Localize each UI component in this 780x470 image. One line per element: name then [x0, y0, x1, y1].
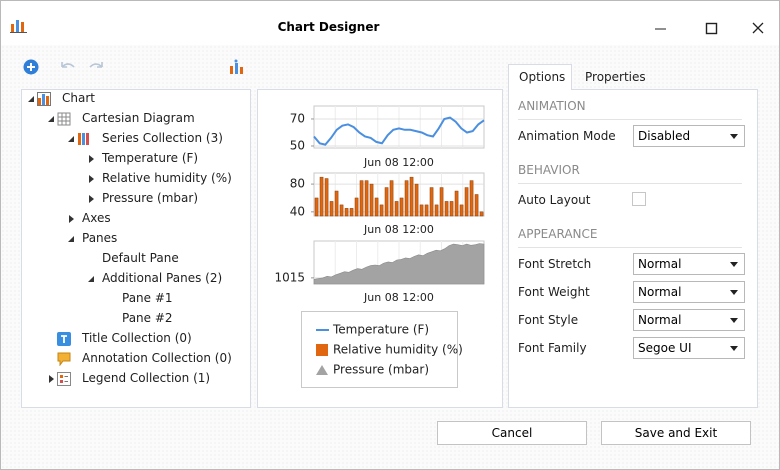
tree-expander[interactable]	[87, 154, 96, 164]
button[interactable]: Save and Exit	[601, 421, 751, 445]
section-title: APPEARANCE	[518, 227, 598, 241]
tree-item[interactable]: Additional Panes (2)	[102, 271, 223, 285]
tree-expander[interactable]	[87, 194, 96, 204]
tree-expander[interactable]	[67, 134, 76, 144]
tree-item[interactable]: Cartesian Diagram	[82, 111, 195, 125]
property-label: Font Stretch	[518, 257, 592, 271]
property-label: Font Family	[518, 341, 587, 355]
combo-box[interactable]: Normal	[633, 309, 745, 331]
section-rule	[518, 119, 742, 120]
toolbar[interactable]	[22, 58, 252, 78]
tab[interactable]: Options	[519, 70, 566, 84]
tree-item[interactable]: Temperature (F)	[102, 151, 199, 165]
tree-expander[interactable]	[87, 274, 96, 284]
legend-box	[301, 311, 458, 388]
tree-icon	[57, 112, 71, 126]
tree-icon	[57, 372, 71, 386]
tree-item[interactable]: Relative humidity (%)	[102, 171, 232, 185]
combo-box[interactable]: Normal	[633, 281, 745, 303]
tree-item[interactable]: Title Collection (0)	[82, 331, 192, 345]
tree-item[interactable]: Pane #2	[122, 311, 173, 325]
tab-selected	[508, 64, 572, 90]
tree-item[interactable]: Pressure (mbar)	[102, 191, 199, 205]
tree-item[interactable]: Legend Collection (1)	[82, 371, 211, 385]
tree-expander[interactable]	[47, 374, 56, 384]
tree-item[interactable]: Default Pane	[102, 251, 179, 265]
tree-expander[interactable]	[67, 234, 76, 244]
property-label: Animation Mode	[518, 129, 616, 143]
property-label: Font Weight	[518, 285, 590, 299]
section-rule	[518, 247, 742, 248]
tree-item[interactable]: Panes	[82, 231, 118, 245]
combo-arrow	[730, 290, 738, 295]
combo-box[interactable]: Segoe UI	[633, 337, 745, 359]
tree-icon	[37, 92, 51, 106]
button[interactable]: Cancel	[437, 421, 587, 445]
checkbox[interactable]	[632, 192, 646, 206]
section-rule	[518, 183, 742, 184]
title-bar	[1, 1, 779, 45]
tree-expander[interactable]	[87, 174, 96, 184]
tree-item[interactable]: Pane #1	[122, 291, 173, 305]
tree-expander[interactable]	[27, 94, 36, 104]
tree-item[interactable]: Chart	[62, 91, 95, 105]
combo-arrow	[730, 262, 738, 267]
property-label: Auto Layout	[518, 193, 591, 207]
section-title: BEHAVIOR	[518, 163, 580, 177]
tree-item[interactable]: Series Collection (3)	[102, 131, 223, 145]
tree-icon	[57, 332, 71, 346]
property-label: Font Style	[518, 313, 579, 327]
combo-arrow	[730, 318, 738, 323]
tree-expander[interactable]	[47, 114, 56, 124]
combo-arrow	[730, 346, 738, 351]
section-title: ANIMATION	[518, 99, 586, 113]
combo-box[interactable]: Normal	[633, 253, 745, 275]
tree-icon	[78, 133, 89, 145]
tree-icon	[57, 352, 71, 366]
combo-box[interactable]: Disabled	[633, 125, 745, 147]
combo-arrow	[730, 134, 738, 139]
tree-item[interactable]: Axes	[82, 211, 111, 225]
app-icon	[10, 20, 27, 33]
tree-item[interactable]: Annotation Collection (0)	[82, 351, 232, 365]
window-controls[interactable]	[649, 19, 769, 39]
tree-expander[interactable]	[67, 214, 76, 224]
tab[interactable]: Properties	[585, 70, 646, 84]
window-title: Chart Designer	[277, 20, 380, 34]
